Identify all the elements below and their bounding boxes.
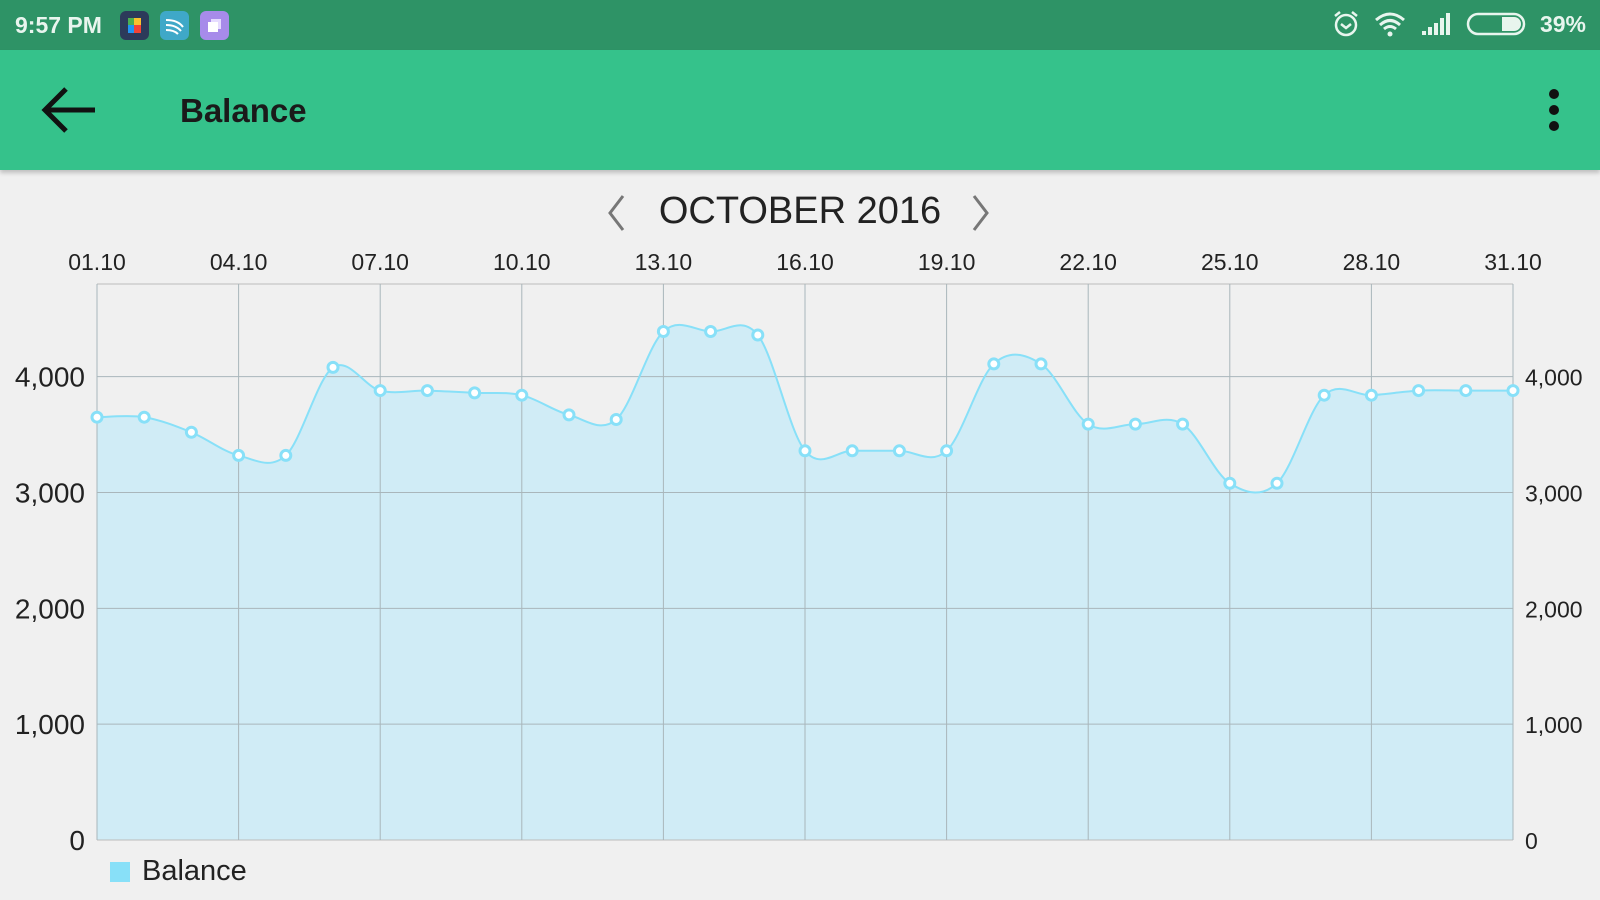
- x-tick-label: 07.10: [351, 249, 409, 275]
- balance-point: [515, 388, 529, 402]
- x-tick-label: 31.10: [1484, 249, 1542, 275]
- x-tick-label: 22.10: [1059, 249, 1117, 275]
- wifi-icon: [1374, 12, 1405, 37]
- purple-app-icon: [200, 11, 229, 40]
- y-tick-label-left: 0: [69, 825, 85, 856]
- y-tick-label-left: 2,000: [15, 593, 85, 624]
- balance-point: [420, 384, 434, 398]
- balance-point: [1270, 476, 1284, 490]
- balance-point: [656, 324, 670, 338]
- swiftkey-icon: [160, 11, 189, 40]
- x-tick-label: 10.10: [493, 249, 551, 275]
- balance-point: [1128, 417, 1142, 431]
- y-tick-label-left: 4,000: [15, 362, 85, 393]
- arrow-left-icon[interactable]: [40, 85, 98, 135]
- x-tick-label: 16.10: [776, 249, 834, 275]
- previous-month-button[interactable]: [605, 192, 627, 234]
- x-tick-label: 28.10: [1343, 249, 1401, 275]
- balance-area: [97, 324, 1513, 840]
- balance-point: [326, 360, 340, 374]
- next-month-button[interactable]: [970, 192, 992, 234]
- balance-point: [892, 444, 906, 458]
- balance-point: [1364, 388, 1378, 402]
- balance-point: [562, 408, 576, 422]
- y-tick-label-left: 3,000: [15, 478, 85, 509]
- y-tick-label-right: 3,000: [1525, 481, 1583, 507]
- balance-point: [751, 328, 765, 342]
- balance-point: [845, 444, 859, 458]
- balance-point: [704, 324, 718, 338]
- x-tick-label: 25.10: [1201, 249, 1259, 275]
- x-tick-label: 19.10: [918, 249, 976, 275]
- y-tick-label-right: 0: [1525, 828, 1538, 854]
- x-tick-label: 13.10: [635, 249, 693, 275]
- y-tick-label-left: 1,000: [15, 709, 85, 740]
- balance-point: [1081, 417, 1095, 431]
- balance-point: [1223, 476, 1237, 490]
- balance-point: [232, 448, 246, 462]
- balance-point: [1506, 384, 1520, 398]
- signal-icon: [1421, 13, 1450, 35]
- y-tick-label-right: 1,000: [1525, 712, 1583, 738]
- x-tick-label: 04.10: [210, 249, 268, 275]
- balance-point: [90, 410, 104, 424]
- legend-swatch: [110, 861, 130, 882]
- balance-point: [1459, 384, 1473, 398]
- page-title: Balance: [180, 92, 307, 129]
- battery-icon: [1466, 12, 1526, 36]
- legend-label: Balance: [142, 855, 247, 887]
- y-tick-label-right: 2,000: [1525, 596, 1583, 622]
- x-tick-label: 01.10: [68, 249, 126, 275]
- status-time: 9:57 PM: [15, 12, 102, 38]
- month-label: OCTOBER 2016: [658, 190, 942, 232]
- balance-point: [279, 448, 293, 462]
- battery-percent: 39%: [1539, 10, 1586, 37]
- balance-point: [137, 410, 151, 424]
- balance-point: [1412, 384, 1426, 398]
- balance-point: [609, 413, 623, 427]
- balance-point: [940, 444, 954, 458]
- balance-point: [798, 444, 812, 458]
- y-tick-label-right: 4,000: [1525, 365, 1583, 391]
- balance-point: [184, 425, 198, 439]
- status-bar: 9:57 PM 39%: [0, 0, 1600, 50]
- balance-point: [1034, 357, 1048, 371]
- balance-point: [1176, 417, 1190, 431]
- google-play-services-icon: [120, 11, 149, 40]
- app-bar: Balance: [0, 50, 1600, 170]
- more-vert-icon[interactable]: [1548, 88, 1560, 132]
- balance-line: [96, 323, 1513, 494]
- chart-legend: Balance: [110, 855, 247, 888]
- balance-point: [468, 386, 482, 400]
- balance-point: [987, 357, 1001, 371]
- balance-point: [373, 384, 387, 398]
- balance-point: [1317, 388, 1331, 402]
- alarm-icon: [1334, 11, 1358, 37]
